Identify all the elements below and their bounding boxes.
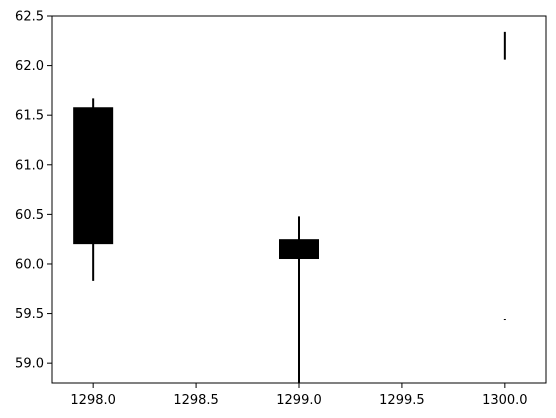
axes-frame [51,15,547,384]
y-tick-label: 60.5 [15,208,44,223]
y-tick-label: 62.0 [15,59,44,74]
x-tick-label: 1299.0 [276,393,322,408]
y-tick-label: 62.5 [15,10,44,25]
point-marker-1 [503,319,506,321]
y-tick-label: 59.0 [15,357,44,372]
y-tick-label: 60.0 [15,257,44,272]
candle-body-2 [279,239,319,260]
y-axis-ticks: 59.0 59.5 60.0 60.5 61.0 61.5 62.0 62.5 [15,10,52,372]
candle-body-1 [73,107,114,245]
y-tick-label: 61.5 [15,109,44,124]
x-tick-label: 1300.0 [482,393,528,408]
x-tick-label: 1298.0 [70,393,116,408]
x-tick-label: 1299.5 [379,393,425,408]
x-tick-label: 1298.5 [173,393,219,408]
y-tick-label: 61.0 [15,158,44,173]
plot-marks [73,31,506,383]
y-tick-label: 59.5 [15,307,44,322]
x-axis-ticks: 1298.0 1298.5 1299.0 1299.5 1300.0 [70,383,528,408]
